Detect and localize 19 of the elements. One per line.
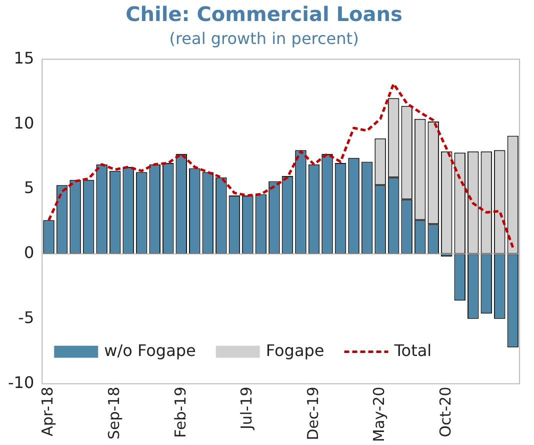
chart-subtitle: (real growth in percent) (169, 28, 359, 48)
x-tick-label: Apr-18 (38, 386, 57, 436)
y-tick-label: -10 (8, 372, 34, 392)
legend-label: Fogape (266, 340, 324, 360)
x-tick-label: Jul-19 (238, 386, 256, 430)
line-series (48, 82, 514, 249)
y-tick-label: 15 (14, 48, 34, 68)
legend-label: Total (393, 340, 432, 360)
y-tick-label: 10 (14, 113, 34, 132)
y-tick-label: 5 (24, 178, 34, 198)
y-tick-label: -5 (18, 308, 34, 327)
y-tick-label: 0 (24, 243, 34, 262)
legend-label: w/o Fogape (104, 340, 196, 360)
chart-title: Chile: Commercial Loans (126, 2, 402, 26)
x-tick-label: Oct-20 (436, 386, 454, 438)
x-tick-label: May-20 (370, 386, 388, 442)
x-tick-label: Sep-18 (104, 386, 123, 440)
x-tick-label: Feb-19 (171, 386, 190, 438)
x-tick-label: Dec-19 (304, 386, 322, 440)
